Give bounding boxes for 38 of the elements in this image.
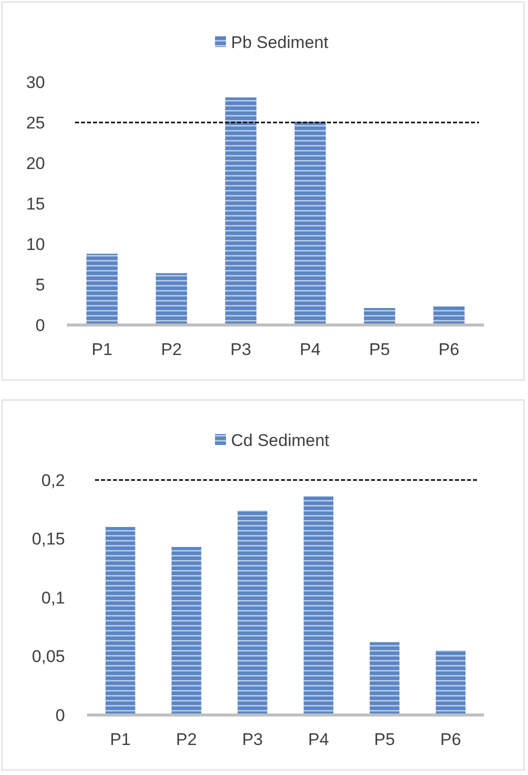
x-tick-label: P4: [308, 730, 329, 749]
bar: [294, 122, 326, 325]
bar: [238, 510, 268, 715]
x-tick-label: P3: [242, 730, 263, 749]
legend-label: Pb Sediment: [231, 32, 329, 52]
bar: [86, 254, 118, 325]
bar: [172, 546, 202, 715]
y-tick-label: 10: [26, 234, 45, 254]
y-tick-label: 25: [26, 113, 45, 132]
bar: [364, 308, 396, 325]
bar: [225, 97, 256, 325]
bar: [105, 527, 136, 715]
bar: [156, 273, 188, 325]
y-tick-label: 0,15: [32, 530, 65, 549]
bar: [370, 642, 400, 715]
x-tick-label: P5: [369, 340, 390, 359]
x-tick-label: P1: [110, 730, 131, 749]
y-tick-label: 5: [36, 275, 45, 294]
bar: [436, 650, 466, 715]
x-tick-label: P2: [161, 340, 182, 359]
y-tick-label: 15: [26, 194, 45, 214]
y-tick-label: 20: [26, 154, 45, 173]
y-tick-label: 0,2: [41, 470, 65, 490]
x-tick-label: P1: [92, 340, 112, 359]
y-tick-label: 30: [26, 72, 45, 92]
legend-label: Cd Sediment: [231, 430, 330, 450]
x-tick-label: P6: [440, 730, 462, 749]
x-tick-label: P4: [300, 340, 321, 359]
y-tick-label: 0,05: [32, 647, 65, 666]
y-tick-label: 0,1: [41, 588, 65, 608]
x-tick-label: P3: [230, 340, 252, 359]
x-tick-label: P2: [176, 730, 197, 749]
bar: [304, 496, 334, 715]
y-tick-label: 0: [36, 316, 45, 335]
x-tick-label: P6: [438, 340, 460, 359]
bar: [433, 306, 465, 325]
x-tick-label: P5: [374, 730, 395, 749]
y-tick-label: 0: [56, 706, 65, 725]
